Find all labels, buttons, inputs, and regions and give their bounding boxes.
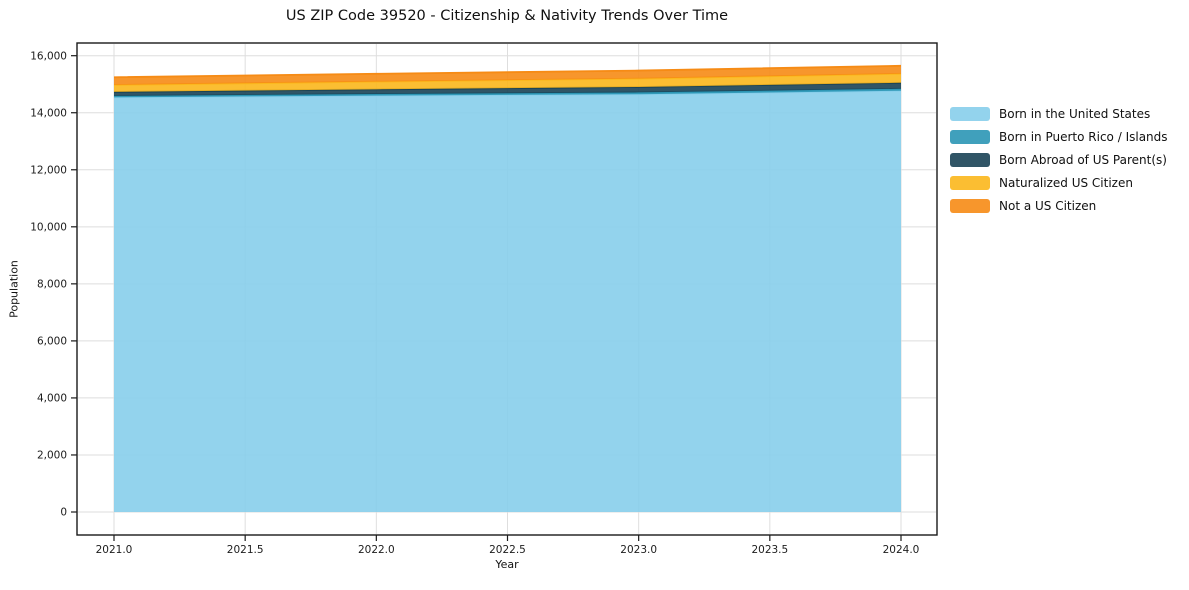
x-tick-label: 2024.0 xyxy=(883,544,920,556)
legend-label: Naturalized US Citizen xyxy=(999,175,1133,190)
chart-title: US ZIP Code 39520 - Citizenship & Nativi… xyxy=(285,8,729,24)
x-tick-label: 2021.0 xyxy=(96,544,133,556)
legend-swatch xyxy=(950,198,990,213)
area-Naturalized US Citizen xyxy=(114,73,901,92)
area-Not a US Citizen xyxy=(114,65,901,85)
legend: Born in the United States Born in Puerto … xyxy=(950,102,1168,217)
legend-item: Born in the United States xyxy=(950,102,1168,125)
y-tick-label: 16,000 xyxy=(30,50,67,62)
x-tick-label: 2022.5 xyxy=(489,544,526,556)
y-tick-label: 0 xyxy=(60,507,67,519)
y-tick-label: 8,000 xyxy=(37,278,67,290)
x-tick-label: 2023.5 xyxy=(751,544,788,556)
y-tick-label: 10,000 xyxy=(30,221,67,233)
legend-label: Born Abroad of US Parent(s) xyxy=(999,152,1167,167)
y-tick-label: 6,000 xyxy=(37,335,67,347)
x-tick-label: 2021.5 xyxy=(227,544,264,556)
legend-swatch xyxy=(950,129,990,144)
legend-label: Born in Puerto Rico / Islands xyxy=(999,129,1168,144)
x-tick-label: 2023.0 xyxy=(620,544,657,556)
legend-swatch xyxy=(950,106,990,121)
x-axis-label: Year xyxy=(495,558,519,571)
legend-item: Not a US Citizen xyxy=(950,194,1168,217)
legend-swatch xyxy=(950,175,990,190)
legend-swatch xyxy=(950,152,990,167)
legend-item: Born Abroad of US Parent(s) xyxy=(950,148,1168,171)
y-tick-label: 12,000 xyxy=(30,164,67,176)
area-edge-Not a US Citizen xyxy=(113,64,902,79)
y-axis-label: Population xyxy=(7,260,21,318)
legend-item: Naturalized US Citizen xyxy=(950,171,1168,194)
area-Born in the United States xyxy=(114,90,901,512)
legend-label: Not a US Citizen xyxy=(999,198,1097,213)
y-tick-label: 4,000 xyxy=(37,393,67,405)
y-tick-label: 2,000 xyxy=(37,450,67,462)
legend-item: Born in Puerto Rico / Islands xyxy=(950,125,1168,148)
x-tick-label: 2022.0 xyxy=(358,544,395,556)
y-tick-label: 14,000 xyxy=(30,107,67,119)
legend-label: Born in the United States xyxy=(999,106,1151,121)
